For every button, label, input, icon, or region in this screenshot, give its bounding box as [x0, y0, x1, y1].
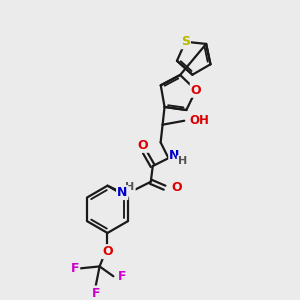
Text: S: S — [181, 35, 190, 48]
Text: F: F — [118, 270, 127, 283]
Text: N: N — [169, 149, 180, 162]
Text: O: O — [138, 139, 148, 152]
Text: F: F — [71, 262, 79, 275]
Text: O: O — [102, 245, 113, 258]
Text: O: O — [172, 181, 182, 194]
Text: O: O — [191, 84, 201, 97]
Text: N: N — [117, 186, 128, 199]
Text: OH: OH — [189, 114, 209, 127]
Text: H: H — [125, 182, 135, 192]
Text: H: H — [178, 156, 187, 166]
Text: F: F — [92, 286, 100, 299]
